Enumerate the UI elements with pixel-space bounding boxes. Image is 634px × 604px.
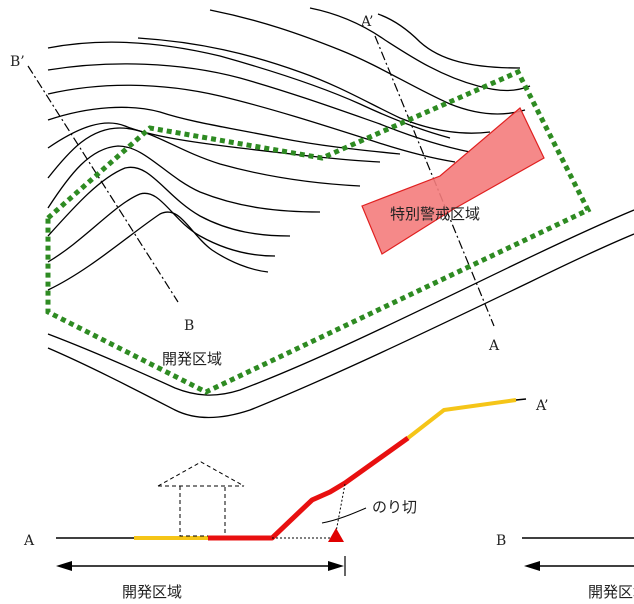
- arrow-left-icon: [524, 561, 540, 571]
- contour-line: [47, 145, 321, 213]
- cut-slope-leader: [321, 507, 367, 524]
- special-warning-zone: [361, 107, 545, 255]
- plan-view: A’ B’ B A 特別警戒区域 開発区域: [10, 7, 634, 419]
- house-outline: [157, 461, 245, 537]
- contour-line: [137, 37, 491, 134]
- arrow-left-icon: [56, 561, 72, 571]
- house-walls: [179, 486, 226, 537]
- section-b-view: B 開発区域: [496, 533, 634, 601]
- contour-line: [377, 13, 521, 69]
- development-area-label: 開発区域: [162, 350, 222, 368]
- upper-ground-end: [515, 398, 527, 401]
- section-a-end-label: A’: [535, 398, 549, 414]
- contour-line: [47, 84, 456, 163]
- section-a-start-label: A: [23, 533, 35, 549]
- road-line-lower: [47, 233, 634, 419]
- development-area-label: 開発区域: [122, 583, 182, 601]
- contour-line: [309, 7, 531, 92]
- contour-line: [209, 9, 526, 115]
- contour-line: [47, 106, 401, 155]
- arrow-right-icon: [328, 561, 344, 571]
- red-slope-segment: [208, 435, 410, 541]
- contour-line: [47, 63, 471, 153]
- cut-slope-dotted: [335, 483, 346, 533]
- contour-line: [47, 166, 291, 237]
- section-line-b: [27, 65, 179, 303]
- section-a-start-label: A: [488, 338, 500, 354]
- section-b-start-label: B: [184, 318, 194, 334]
- section-a-view: A A’ のり切 開発区域: [23, 398, 549, 601]
- cut-marker-icon: [328, 528, 344, 542]
- house-roof: [157, 461, 245, 487]
- special-warning-zone-label: 特別警戒区域: [390, 205, 480, 223]
- development-area-label: 開発区域: [588, 583, 634, 601]
- contour-line: [47, 41, 451, 139]
- cut-slope-label: のり切: [372, 498, 417, 516]
- section-a-end-label: A’: [360, 14, 374, 30]
- contour-lines: [47, 7, 634, 419]
- contour-line: [47, 211, 269, 291]
- section-b-end-label: B’: [10, 54, 25, 70]
- road-line-upper: [47, 209, 634, 396]
- section-b-start-label: B: [496, 533, 506, 549]
- development-area-boundary: [45, 68, 592, 395]
- contour-line: [47, 192, 276, 263]
- contour-line: [47, 127, 361, 187]
- yellow-upper-slope: [406, 398, 517, 440]
